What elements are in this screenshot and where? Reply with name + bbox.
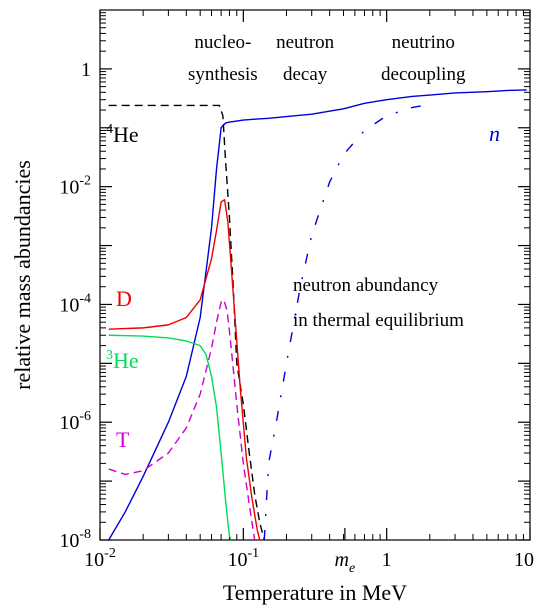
x-tick-label: 1 — [382, 549, 392, 571]
x-tick-label: 10 — [514, 549, 534, 571]
plot-frame — [99, 9, 531, 541]
series-label-d: D — [116, 286, 132, 311]
x-tick-label-me: me — [335, 549, 356, 576]
annotation-1-line-2: synthesis — [188, 64, 258, 85]
x-tick-label: 10-1 — [227, 546, 259, 571]
series-line-4he — [108, 104, 265, 541]
equilibrium-note-line-1: neutron abundancy — [293, 275, 439, 296]
x-tick-label: 10-2 — [84, 546, 116, 571]
y-tick-label: 10-6 — [59, 409, 91, 434]
series-lines — [108, 89, 527, 541]
annotation-2-line-2: decay — [283, 64, 328, 85]
series-line-3he — [108, 334, 232, 541]
y-tick-label: 10-2 — [59, 174, 91, 199]
series-label-4he: 4He — [106, 122, 139, 147]
x-axis-label: Temperature in MeV — [223, 580, 407, 605]
annotation-1-line-1: nucleo- — [194, 32, 251, 53]
series-label-3he: 3He — [106, 348, 139, 373]
annotation-3-line-2: decoupling — [381, 64, 466, 85]
series-label-n: n — [489, 121, 500, 146]
annotation-3-line-1: neutrino — [392, 32, 455, 53]
y-tick-label: 10-4 — [59, 291, 91, 316]
y-tick-label: 1 — [81, 59, 91, 81]
annotation-2-line-1: neutron — [276, 32, 335, 53]
axis-ticks: 10-2 10-1 1 10 me 1 10-2 10-4 10-6 10-8 — [59, 10, 534, 576]
series-label-t: T — [116, 427, 130, 452]
series-line-d — [108, 199, 263, 541]
y-axis-label: relative mass abundancies — [10, 160, 35, 390]
y-tick-label: 10-8 — [59, 527, 91, 552]
chart-labels: nucleo-synthesis neutron decay neutrino deco… — [10, 32, 500, 605]
series-line-n — [108, 89, 527, 541]
series-line-t — [108, 299, 256, 541]
equilibrium-note-line-2: in thermal equilibrium — [293, 310, 464, 331]
